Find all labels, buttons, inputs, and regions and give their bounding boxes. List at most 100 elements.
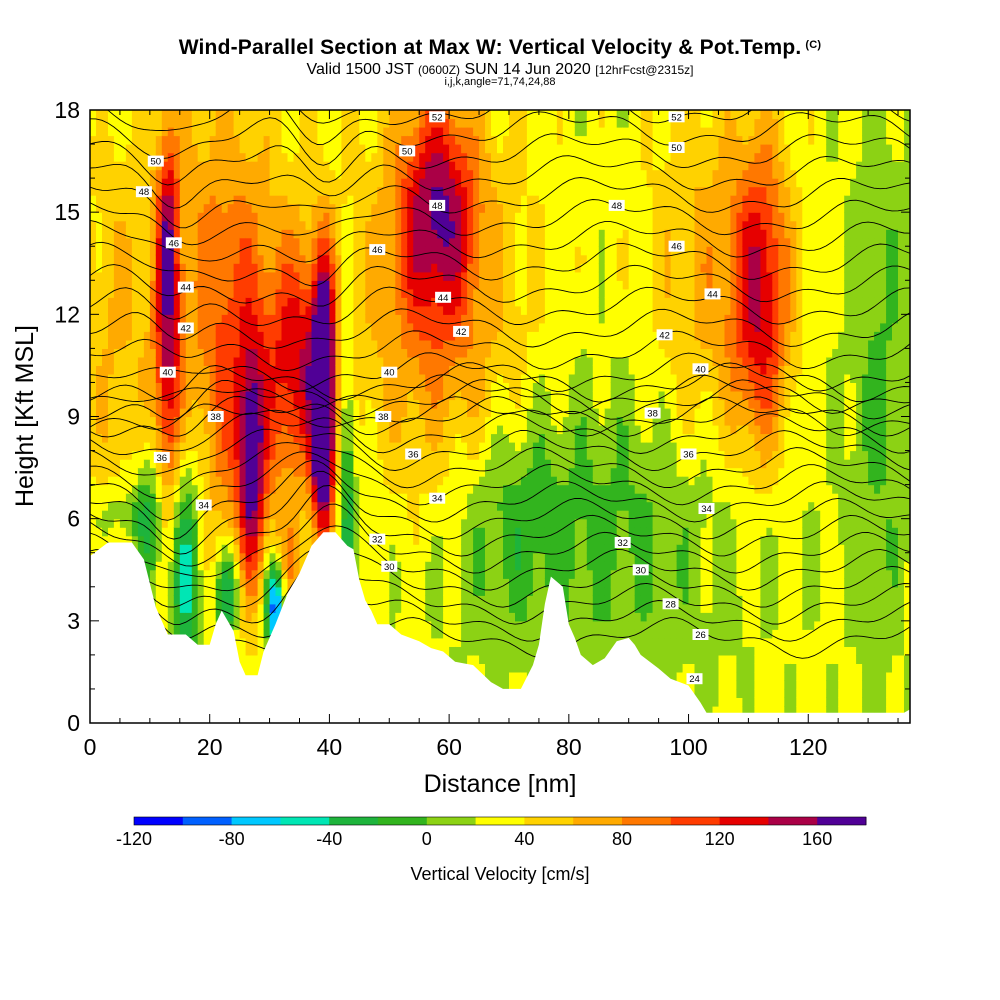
velocity-cell xyxy=(102,263,109,273)
velocity-cell xyxy=(263,331,271,341)
velocity-cell xyxy=(245,152,253,162)
velocity-cell xyxy=(485,322,492,332)
velocity-cell xyxy=(137,467,145,477)
velocity-cell xyxy=(341,110,348,120)
velocity-cell xyxy=(455,391,462,401)
velocity-cell xyxy=(227,552,235,562)
velocity-cell xyxy=(443,544,450,554)
velocity-cell xyxy=(449,220,456,230)
velocity-cell xyxy=(269,169,277,179)
velocity-cell xyxy=(485,663,492,673)
velocity-cell xyxy=(455,442,462,452)
velocity-cell xyxy=(197,118,205,128)
velocity-cell xyxy=(245,578,253,588)
velocity-cell xyxy=(413,356,420,366)
velocity-cell xyxy=(449,484,456,494)
velocity-cell xyxy=(437,229,444,239)
velocity-cell xyxy=(221,442,229,452)
velocity-cell xyxy=(90,110,97,120)
velocity-cell xyxy=(473,535,480,545)
velocity-cell xyxy=(143,408,151,418)
velocity-cell xyxy=(467,510,474,520)
velocity-cell xyxy=(233,178,241,188)
velocity-cell xyxy=(113,348,121,358)
velocity-cell xyxy=(155,527,163,537)
velocity-cell xyxy=(419,467,426,477)
velocity-cell xyxy=(281,552,289,562)
velocity-cell xyxy=(299,152,307,162)
velocity-cell xyxy=(341,195,348,205)
velocity-cell xyxy=(287,220,295,230)
velocity-cell xyxy=(281,416,289,426)
velocity-cell xyxy=(245,161,253,171)
velocity-cell xyxy=(485,493,492,503)
velocity-cell xyxy=(191,391,199,401)
velocity-cell xyxy=(119,322,127,332)
velocity-cell xyxy=(347,459,354,469)
velocity-cell xyxy=(389,314,396,324)
velocity-cell xyxy=(389,203,396,213)
velocity-cell xyxy=(473,425,480,435)
velocity-cell xyxy=(108,467,115,477)
velocity-cell xyxy=(233,629,241,639)
velocity-cell xyxy=(431,373,438,383)
velocity-cell xyxy=(497,271,504,281)
velocity-cell xyxy=(113,169,121,179)
velocity-cell xyxy=(269,288,277,298)
velocity-cell xyxy=(503,552,510,562)
velocity-cell xyxy=(143,314,151,324)
velocity-cell xyxy=(491,314,498,324)
velocity-cell xyxy=(299,493,307,503)
velocity-cell xyxy=(425,442,432,452)
velocity-cell xyxy=(401,178,408,188)
velocity-cell xyxy=(227,578,235,588)
velocity-cell xyxy=(281,578,289,588)
velocity-cell xyxy=(287,348,295,358)
velocity-cell xyxy=(395,305,402,315)
velocity-cell xyxy=(317,212,324,222)
velocity-cell xyxy=(233,391,241,401)
velocity-cell xyxy=(467,527,474,537)
velocity-cell xyxy=(113,518,121,528)
velocity-cell xyxy=(317,263,324,273)
velocity-cell xyxy=(245,305,253,315)
velocity-cell xyxy=(353,305,360,315)
velocity-cell xyxy=(209,271,217,281)
velocity-cell xyxy=(449,118,456,128)
velocity-cell xyxy=(281,510,289,520)
velocity-cell xyxy=(365,450,372,460)
velocity-cell xyxy=(269,586,277,596)
velocity-cell xyxy=(377,476,384,486)
velocity-cell xyxy=(401,237,408,247)
velocity-cell xyxy=(275,450,283,460)
velocity-cell xyxy=(287,467,295,477)
velocity-cell xyxy=(173,535,181,545)
velocity-cell xyxy=(329,348,336,358)
velocity-cell xyxy=(371,586,378,596)
velocity-cell xyxy=(96,314,103,324)
velocity-cell xyxy=(203,356,211,366)
velocity-cell xyxy=(203,365,211,375)
velocity-cell xyxy=(233,161,241,171)
velocity-cell xyxy=(347,178,354,188)
velocity-cell xyxy=(251,271,259,281)
velocity-cell xyxy=(323,442,330,452)
velocity-cell xyxy=(479,535,486,545)
velocity-cell xyxy=(257,297,265,307)
velocity-cell xyxy=(173,603,181,613)
velocity-cell xyxy=(431,135,438,145)
velocity-cell xyxy=(377,544,384,554)
velocity-cell xyxy=(215,169,223,179)
velocity-cell xyxy=(251,561,259,571)
velocity-cell xyxy=(257,110,265,120)
velocity-cell xyxy=(251,365,259,375)
velocity-cell xyxy=(467,246,474,256)
velocity-cell xyxy=(497,152,504,162)
velocity-cell xyxy=(143,365,151,375)
velocity-cell xyxy=(179,476,187,486)
velocity-cell xyxy=(389,399,396,409)
velocity-cell xyxy=(149,399,157,409)
velocity-cell xyxy=(497,561,504,571)
velocity-cell xyxy=(419,561,426,571)
velocity-cell xyxy=(359,459,366,469)
